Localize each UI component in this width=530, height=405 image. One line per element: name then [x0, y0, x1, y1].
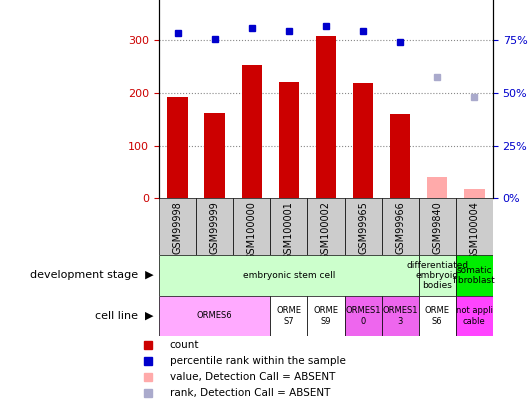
Text: percentile rank within the sample: percentile rank within the sample [170, 356, 346, 366]
Bar [464, 190, 484, 198]
Text: GSM100002: GSM100002 [321, 201, 331, 260]
Text: not appli
cable: not appli cable [456, 306, 493, 326]
Text: GSM99965: GSM99965 [358, 201, 368, 254]
Text: ORME
S9: ORME S9 [313, 306, 339, 326]
Bar [233, 198, 270, 255]
Bar [159, 198, 196, 255]
Bar [159, 255, 419, 296]
Bar [382, 296, 419, 336]
Bar [159, 296, 270, 336]
Bar [419, 296, 456, 336]
Bar [419, 255, 456, 296]
Text: GSM99966: GSM99966 [395, 201, 405, 254]
Text: GSM99999: GSM99999 [210, 201, 219, 254]
Bar [382, 198, 419, 255]
Bar [427, 177, 447, 198]
Bar [390, 114, 410, 198]
Text: ORME
S6: ORME S6 [425, 306, 450, 326]
Text: embryonic stem cell: embryonic stem cell [243, 271, 335, 280]
Text: GSM100001: GSM100001 [284, 201, 294, 260]
Bar [419, 198, 456, 255]
Text: value, Detection Call = ABSENT: value, Detection Call = ABSENT [170, 372, 335, 382]
Text: count: count [170, 340, 199, 350]
Bar [270, 198, 307, 255]
Bar [456, 255, 493, 296]
Bar [344, 198, 382, 255]
Text: GSM100000: GSM100000 [247, 201, 257, 260]
Text: ORME
S7: ORME S7 [276, 306, 302, 326]
Bar [205, 113, 225, 198]
Text: GSM100004: GSM100004 [470, 201, 479, 260]
Text: somatic
fibroblast: somatic fibroblast [453, 266, 496, 285]
Bar [279, 81, 299, 198]
Bar [456, 296, 493, 336]
Bar [242, 65, 262, 198]
Text: differentiated
embryoid
bodies: differentiated embryoid bodies [406, 260, 469, 290]
Text: ORMES1
0: ORMES1 0 [346, 306, 381, 326]
Text: rank, Detection Call = ABSENT: rank, Detection Call = ABSENT [170, 388, 330, 398]
Text: ORMES6: ORMES6 [197, 311, 233, 320]
Bar [456, 198, 493, 255]
Bar [307, 198, 344, 255]
Text: GSM99998: GSM99998 [173, 201, 182, 254]
Text: cell line  ▶: cell line ▶ [95, 311, 154, 321]
Bar [353, 83, 373, 198]
Bar [270, 296, 307, 336]
Bar [316, 36, 336, 198]
Bar [307, 296, 344, 336]
Text: development stage  ▶: development stage ▶ [30, 271, 154, 280]
Text: ORMES1
3: ORMES1 3 [383, 306, 418, 326]
Bar [344, 296, 382, 336]
Text: GSM99840: GSM99840 [432, 201, 442, 254]
Bar [167, 97, 188, 198]
Bar [196, 198, 233, 255]
